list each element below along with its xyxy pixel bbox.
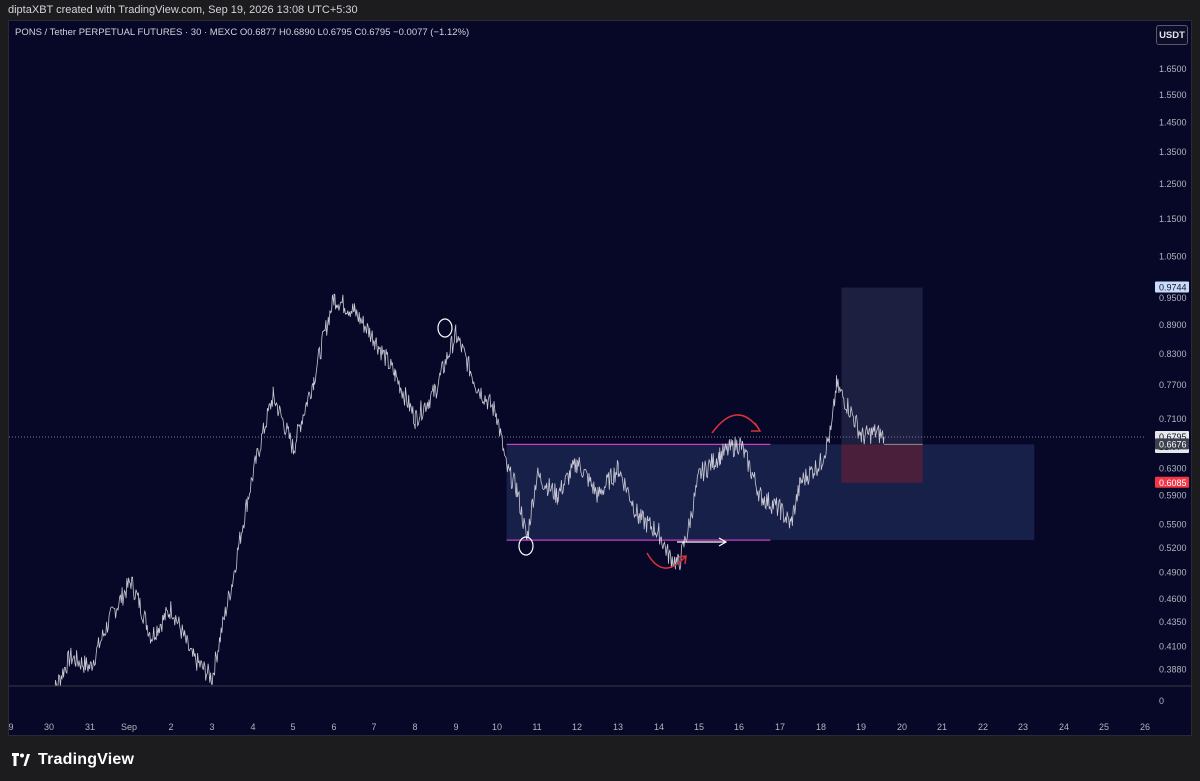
price-label-red: 0.6085 <box>1159 478 1187 488</box>
plot-area <box>9 287 1145 686</box>
y-tick-label: 1.5500 <box>1159 90 1187 100</box>
y-tick-label: 1.4500 <box>1159 118 1187 128</box>
price-label-blue: 0.9744 <box>1159 282 1187 292</box>
x-tick-label: 21 <box>937 722 947 732</box>
x-tick-label: 8 <box>412 722 417 732</box>
x-tick-label: 19 <box>856 722 866 732</box>
y-tick-label: 1.1500 <box>1159 214 1187 224</box>
red-arrowhead-top <box>751 422 762 432</box>
price-label-gray: 0.6676 <box>1159 439 1187 449</box>
y-tick-label: 1.6500 <box>1159 64 1187 74</box>
x-tick-label: 16 <box>734 722 744 732</box>
x-tick-label: 12 <box>572 722 582 732</box>
top-bar: diptaXBT created with TradingView.com, S… <box>0 0 1200 20</box>
x-tick-label: 2 <box>168 722 173 732</box>
x-tick-label: 3 <box>209 722 214 732</box>
x-tick-label: 5 <box>290 722 295 732</box>
x-tick-label: 9 <box>453 722 458 732</box>
y-tick-label: 0.6300 <box>1159 463 1187 473</box>
y-tick-label: 0.5900 <box>1159 491 1187 501</box>
y-tick-label: 0 <box>1159 696 1164 706</box>
y-tick-label: 1.2500 <box>1159 179 1187 189</box>
price-chart[interactable]: 1.6500 1.5500 1.4500 1.3500 1.2500 1.1500 1.05… <box>9 21 1192 736</box>
y-tick-label: 0.3880 <box>1159 664 1187 674</box>
chart-caption: diptaXBT created with TradingView.com, S… <box>8 4 358 16</box>
x-tick-label: 9 <box>9 722 14 732</box>
low-circle-mark <box>518 536 534 556</box>
y-tick-label: 1.0500 <box>1159 251 1187 261</box>
tradingview-logo[interactable]: TradingView <box>9 751 134 769</box>
y-tick-label: 0.7700 <box>1159 380 1187 390</box>
top-circle-mark <box>437 318 453 338</box>
y-tick-label: 0.7100 <box>1159 414 1187 424</box>
x-tick-label: 18 <box>816 722 826 732</box>
symbol-legend: PONS / Tether PERPETUAL FUTURES · 30 · M… <box>15 27 470 38</box>
x-tick-label: 22 <box>978 722 988 732</box>
x-tick-label: 17 <box>775 722 785 732</box>
x-tick-label: 30 <box>44 722 54 732</box>
x-tick-label: 26 <box>1140 722 1150 732</box>
y-tick-label: 0.8900 <box>1159 320 1187 330</box>
x-tick-label: 7 <box>371 722 376 732</box>
stop-zone <box>841 444 923 483</box>
y-tick-label: 0.9500 <box>1159 293 1187 303</box>
x-tick-label: Sep <box>121 722 137 732</box>
x-tick-label: 25 <box>1099 722 1109 732</box>
y-tick-label: 0.4350 <box>1159 617 1187 627</box>
y-tick-label: 0.4900 <box>1159 568 1187 578</box>
currency-button[interactable]: USDT <box>1156 25 1188 45</box>
y-tick-label: 0.4100 <box>1159 642 1187 652</box>
y-tick-label: 0.5200 <box>1159 543 1187 553</box>
x-tick-label: 15 <box>694 722 704 732</box>
x-tick-label: 10 <box>492 722 502 732</box>
footer: TradingView <box>0 737 1200 781</box>
x-tick-label: 31 <box>85 722 95 732</box>
price-label-current: 0.6795 <box>1159 432 1187 442</box>
x-tick-label: 14 <box>654 722 664 732</box>
price-label-bg <box>1155 438 1189 450</box>
tradingview-logo-icon <box>12 753 30 766</box>
price-label-bg <box>1155 476 1189 488</box>
y-tick-label: 0.4600 <box>1159 594 1187 604</box>
x-tick-label: 11 <box>532 722 541 732</box>
y-tick-label: 0.5500 <box>1159 520 1187 530</box>
target-zone <box>841 287 923 445</box>
x-tick-label: 13 <box>613 722 623 732</box>
x-tick-label: 4 <box>250 722 255 732</box>
brand-name: TradingView <box>38 751 135 768</box>
range-box <box>506 444 1035 541</box>
price-label-bg <box>1155 281 1189 293</box>
y-tick-label: 1.3500 <box>1159 147 1187 157</box>
x-tick-label: 20 <box>897 722 907 732</box>
red-arc-bottom <box>646 552 686 569</box>
red-arrowhead-bottom <box>678 555 687 565</box>
white-arrowhead <box>718 537 728 547</box>
chart-panel[interactable]: 1.6500 1.5500 1.4500 1.3500 1.2500 1.1500 1.05… <box>8 20 1192 736</box>
x-tick-label: 23 <box>1018 722 1028 732</box>
x-tick-label: 24 <box>1059 722 1069 732</box>
price-series-line <box>54 293 885 686</box>
y-tick-label: 0.8300 <box>1159 349 1187 359</box>
x-tick-label: 6 <box>331 722 336 732</box>
